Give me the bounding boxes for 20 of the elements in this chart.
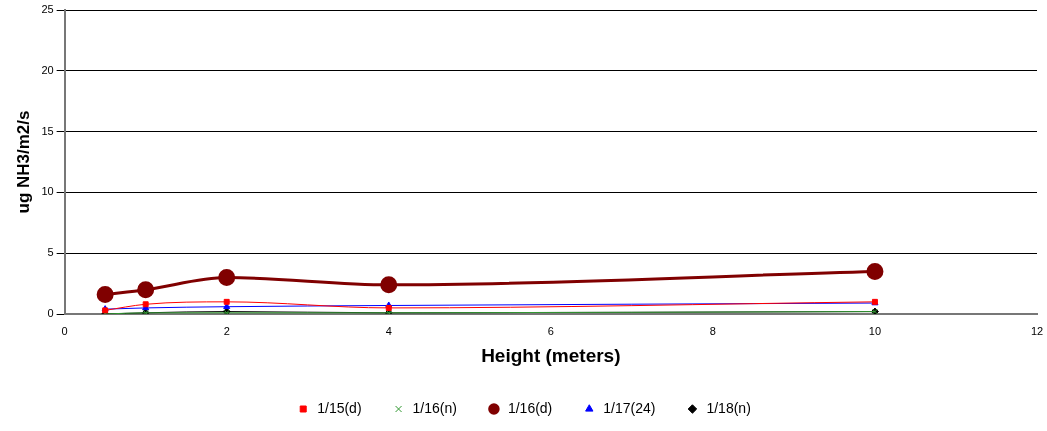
x-tick-label: 2 [223, 324, 230, 337]
y-tick-label: 10 [41, 185, 54, 198]
legend-label: 1/17(24) [603, 399, 656, 416]
x-tick-label: 12 [1030, 324, 1044, 337]
y-axis-title: ug NH3/m2/s [13, 110, 33, 214]
y-tick-label: 15 [41, 124, 54, 137]
legend-label: 1/18(n) [706, 399, 751, 416]
x-tick-label: 8 [709, 324, 716, 337]
legend-label: 1/16(n) [412, 399, 457, 416]
y-tick-label: 0 [47, 307, 54, 320]
y-tick-label: 20 [41, 63, 54, 76]
x-tick-label: 6 [547, 324, 554, 337]
y-tick-label: 5 [47, 246, 54, 259]
x-tick-label: 0 [61, 324, 68, 337]
y-tick-label: 25 [41, 3, 54, 16]
legend-label: 1/15(d) [317, 399, 362, 416]
x-tick-label: 4 [385, 324, 392, 337]
x-axis-title: Height (meters) [481, 344, 621, 366]
legend-label: 1/16(d) [507, 399, 553, 416]
x-tick-label: 10 [868, 324, 882, 337]
